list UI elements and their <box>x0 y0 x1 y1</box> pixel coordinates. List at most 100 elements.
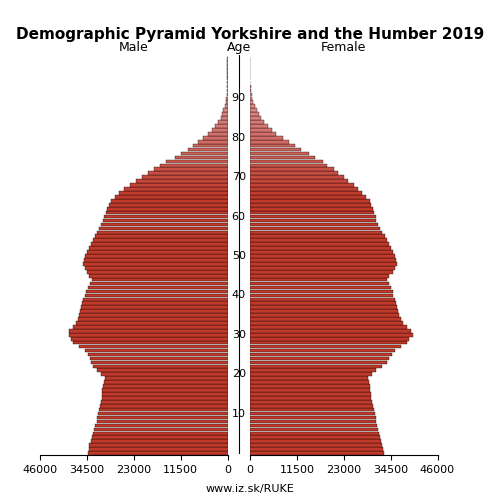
Bar <box>250 250 392 254</box>
Bar <box>250 372 372 376</box>
Bar <box>94 428 228 431</box>
Bar <box>250 254 394 258</box>
Bar <box>224 104 228 108</box>
Bar <box>101 372 228 376</box>
Bar <box>250 376 368 380</box>
Bar <box>99 226 228 230</box>
Bar <box>86 290 228 294</box>
Bar <box>250 262 396 266</box>
Bar <box>250 448 383 451</box>
Bar <box>250 310 398 313</box>
Bar <box>250 230 382 234</box>
Bar <box>250 172 338 175</box>
Bar <box>104 380 228 384</box>
Bar <box>103 218 228 222</box>
Bar <box>70 337 228 340</box>
Bar <box>250 388 370 392</box>
Bar <box>103 384 228 388</box>
Bar <box>250 325 407 328</box>
Bar <box>116 195 228 198</box>
Bar <box>130 183 228 187</box>
Bar <box>250 116 261 120</box>
Bar <box>250 400 372 404</box>
Bar <box>110 203 228 206</box>
Title: Male: Male <box>119 41 148 54</box>
Bar <box>91 242 228 246</box>
Bar <box>180 152 228 156</box>
Title: Age: Age <box>226 41 251 54</box>
Bar <box>87 250 228 254</box>
Bar <box>250 183 354 187</box>
Bar <box>88 352 228 356</box>
Bar <box>97 368 228 372</box>
Bar <box>222 112 228 116</box>
Bar <box>250 164 328 167</box>
Bar <box>250 266 394 270</box>
Bar <box>88 451 228 455</box>
Text: 90: 90 <box>232 94 246 104</box>
Bar <box>250 144 295 148</box>
Bar <box>250 207 373 210</box>
Bar <box>85 349 228 352</box>
Bar <box>250 195 366 198</box>
Bar <box>174 156 228 160</box>
Bar <box>250 337 409 340</box>
Bar <box>250 298 394 301</box>
Bar <box>166 160 228 163</box>
Bar <box>250 136 282 140</box>
Bar <box>120 191 228 194</box>
Bar <box>97 230 228 234</box>
Bar <box>203 136 228 140</box>
Bar <box>250 211 374 214</box>
Bar <box>250 290 392 294</box>
Text: 60: 60 <box>232 212 246 222</box>
Bar <box>250 424 377 428</box>
Bar <box>250 380 368 384</box>
Bar <box>250 96 252 100</box>
Text: 20: 20 <box>232 369 246 379</box>
Bar <box>250 345 401 348</box>
Bar <box>91 360 228 364</box>
Bar <box>250 333 413 336</box>
Bar <box>78 317 228 321</box>
Title: Female: Female <box>321 41 366 54</box>
Bar <box>250 100 254 104</box>
Bar <box>250 258 396 262</box>
Bar <box>78 314 228 317</box>
Bar <box>250 160 324 163</box>
Bar <box>106 211 228 214</box>
Bar <box>82 302 228 305</box>
Bar <box>250 191 362 194</box>
Bar <box>88 448 228 451</box>
Bar <box>218 120 228 124</box>
Bar <box>97 416 228 420</box>
Bar <box>250 203 372 206</box>
Bar <box>250 168 334 171</box>
Bar <box>250 314 399 317</box>
Bar <box>83 262 228 266</box>
Bar <box>85 266 228 270</box>
Bar <box>81 306 228 309</box>
Bar <box>105 376 228 380</box>
Bar <box>68 333 228 336</box>
Text: Demographic Pyramid Yorkshire and the Humber 2019: Demographic Pyramid Yorkshire and the Hu… <box>16 28 484 42</box>
Bar <box>188 148 228 152</box>
Bar <box>72 325 228 328</box>
Text: 40: 40 <box>232 290 246 300</box>
Bar <box>250 234 384 238</box>
Bar <box>250 176 344 179</box>
Bar <box>250 420 376 424</box>
Bar <box>250 317 401 321</box>
Bar <box>250 132 276 136</box>
Bar <box>250 108 256 112</box>
Bar <box>250 451 384 455</box>
Bar <box>250 242 388 246</box>
Bar <box>95 234 228 238</box>
Bar <box>80 310 228 313</box>
Bar <box>250 440 381 443</box>
Bar <box>87 270 228 274</box>
Text: 10: 10 <box>232 408 246 418</box>
Bar <box>100 400 228 404</box>
Bar <box>85 294 228 297</box>
Bar <box>98 412 228 416</box>
